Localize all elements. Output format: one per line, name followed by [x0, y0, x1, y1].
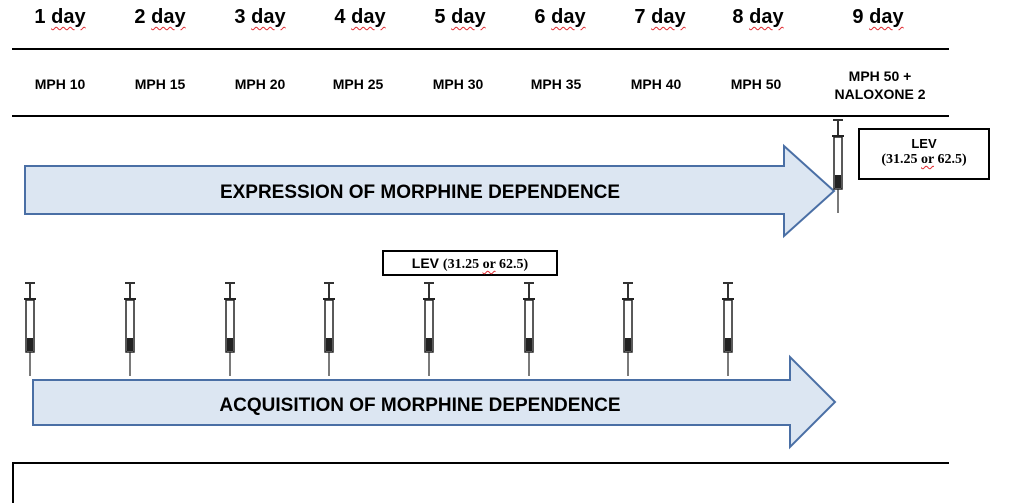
- dose-day-1: MPH 10: [34, 76, 86, 92]
- footer-divider: [12, 462, 949, 464]
- expression-arrow: [24, 143, 836, 239]
- dose-day-9-line2: NALOXONE 2: [834, 86, 926, 102]
- lev-box-acquisition: LEV (31.25 or 62.5): [382, 250, 558, 276]
- syringe-icon: [423, 282, 435, 376]
- footer-left-edge: [12, 462, 14, 503]
- dose-day-2: MPH 15: [134, 76, 186, 92]
- syringe-icon: [124, 282, 136, 376]
- syringe-icon: [24, 282, 36, 376]
- expression-arrow-label: EXPRESSION OF MORPHINE DEPENDENCE: [219, 182, 621, 203]
- day-7-label: 7 day: [634, 6, 686, 28]
- acquisition-arrow-label: ACQUISITION OF MORPHINE DEPENDENCE: [219, 395, 621, 416]
- dose-day-9: MPH 50 + NALOXONE 2: [820, 67, 940, 103]
- day-4-label: 4 day: [334, 6, 386, 28]
- day-8-label: 8 day: [732, 6, 784, 28]
- day-1-label: 1 day: [34, 6, 86, 28]
- dose-day-7: MPH 40: [630, 76, 682, 92]
- dose-day-8: MPH 50: [730, 76, 782, 92]
- dose-day-3: MPH 20: [234, 76, 286, 92]
- day-9-label: 9 day: [852, 6, 904, 28]
- syringe-icon: [323, 282, 335, 376]
- acquisition-arrow: [32, 354, 837, 450]
- syringe-icon: [722, 282, 734, 376]
- day-2-label: 2 day: [134, 6, 186, 28]
- lev-box-day9-dose: (31.25 or 62.5): [881, 152, 967, 167]
- header-divider-top: [12, 48, 949, 50]
- dose-day-9-line1: MPH 50 +: [848, 68, 912, 84]
- syringe-icon: [622, 282, 634, 376]
- day-6-label: 6 day: [534, 6, 586, 28]
- syringe-icon: [523, 282, 535, 376]
- dose-day-4: MPH 25: [332, 76, 384, 92]
- dose-day-5: MPH 30: [432, 76, 484, 92]
- lev-box-day9-title: LEV: [911, 136, 937, 151]
- syringe-icon: [224, 282, 236, 376]
- day-5-label: 5 day: [434, 6, 486, 28]
- lev-box-day9: LEV (31.25 or 62.5): [858, 128, 990, 180]
- dose-day-6: MPH 35: [530, 76, 582, 92]
- syringe-icon: [832, 119, 844, 213]
- header-divider-bottom: [12, 115, 949, 117]
- day-3-label: 3 day: [234, 6, 286, 28]
